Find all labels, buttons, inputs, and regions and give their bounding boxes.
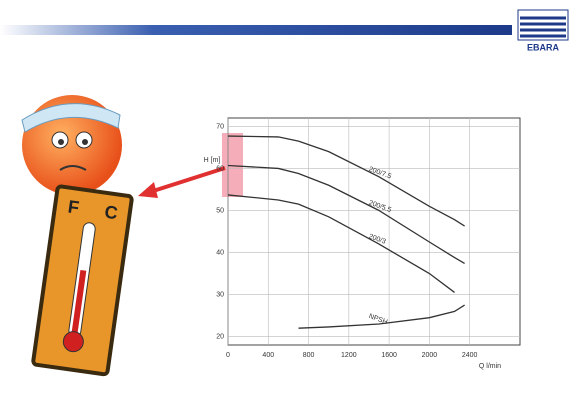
x-tick-label: 1200 (341, 352, 357, 359)
y-tick-label: 50 (216, 207, 224, 214)
logo-text: EBARA (527, 42, 560, 52)
y-tick-label: 40 (216, 249, 224, 256)
y-tick-label: 20 (216, 333, 224, 340)
x-tick-label: 0 (226, 352, 230, 359)
y-axis-label: H [m] (204, 157, 221, 164)
thermometer: F C (31, 184, 134, 377)
curve (298, 304, 465, 329)
curve-label: 200/7.5 (368, 166, 392, 181)
curve (227, 135, 465, 227)
logo: EBARA (517, 9, 569, 52)
y-tick-label: 60 (216, 165, 224, 172)
curve (227, 194, 455, 293)
x-tick-label: 2000 (422, 352, 438, 359)
y-tick-label: 30 (216, 291, 224, 298)
thermo-f: F (67, 196, 81, 217)
chart: H [m] Q l/min 20 30 40 50 60 70 0 400 800 1200 160… (204, 117, 521, 370)
thermo-c: C (103, 202, 119, 224)
plot-frame (227, 117, 521, 346)
y-tick-label: 70 (216, 123, 224, 130)
curve (227, 164, 465, 265)
hot-face (21, 95, 122, 195)
x-axis-label: Q l/min (479, 363, 501, 370)
x-tick-label: 1600 (381, 352, 397, 359)
arrow (138, 166, 226, 198)
curve-label: 200/5.5 (368, 200, 392, 215)
x-tick-label: 2400 (462, 352, 478, 359)
highlight (222, 133, 243, 197)
curve-label: 200/3 (368, 233, 387, 246)
x-tick-label: 400 (262, 352, 274, 359)
header-band (0, 25, 512, 35)
x-tick-label: 800 (303, 352, 315, 359)
